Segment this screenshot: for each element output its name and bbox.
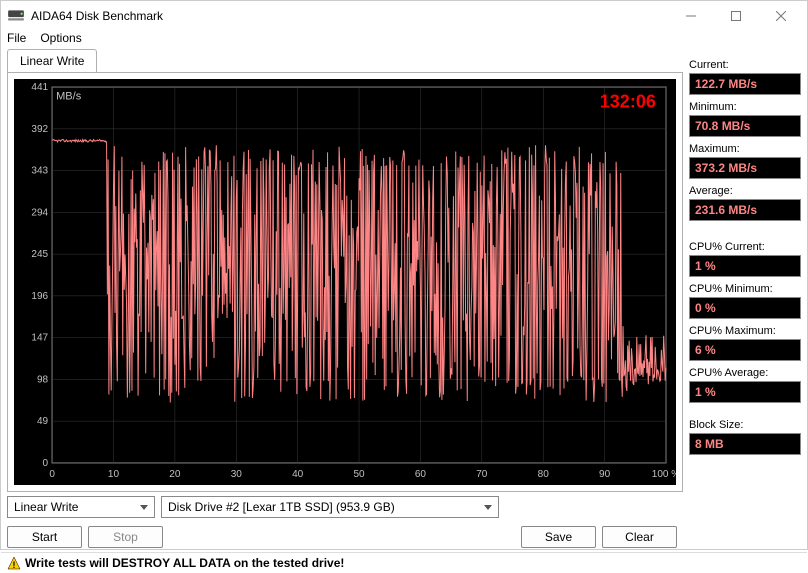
svg-text:0: 0 [49,469,55,480]
svg-text:100 %: 100 % [652,469,676,480]
svg-text:!: ! [13,560,16,570]
menubar: File Options [1,31,807,45]
block-size-value: 8 MB [689,433,801,455]
current-value: 122.7 MB/s [689,73,801,95]
cpu-maximum-label: CPU% Maximum: [689,325,801,337]
warning-bar: ! Write tests will DESTROY ALL DATA on t… [1,552,807,573]
app-icon [7,7,25,25]
maximum-value: 373.2 MB/s [689,157,801,179]
save-button[interactable]: Save [521,526,596,548]
svg-text:392: 392 [31,124,48,135]
svg-text:49: 49 [37,416,49,427]
svg-text:294: 294 [31,207,48,218]
svg-text:70: 70 [476,469,488,480]
minimum-label: Minimum: [689,101,801,113]
window-title: AIDA64 Disk Benchmark [31,9,668,23]
svg-text:10: 10 [108,469,120,480]
svg-text:343: 343 [31,166,48,177]
benchmark-chart: 0 49 98 147 196 245 294 343 392 441 0 10 20 30 40 50 60 7… [14,79,676,485]
minimum-value: 70.8 MB/s [689,115,801,137]
block-size-label: Block Size: [689,419,801,431]
svg-text:60: 60 [415,469,427,480]
controls-row-buttons: Start Stop Save Clear [1,522,807,552]
svg-text:40: 40 [292,469,304,480]
clear-button[interactable]: Clear [602,526,677,548]
start-button[interactable]: Start [7,526,82,548]
average-label: Average: [689,185,801,197]
tab-row: Linear Write [7,49,683,73]
cpu-minimum-value: 0 % [689,297,801,319]
current-label: Current: [689,59,801,71]
test-type-select[interactable]: Linear Write [7,496,155,518]
stats-panel: Current: 122.7 MB/s Minimum: 70.8 MB/s M… [689,49,801,492]
svg-text:196: 196 [31,291,48,302]
drive-select[interactable]: Disk Drive #2 [Lexar 1TB SSD] (953.9 GB) [161,496,499,518]
svg-text:98: 98 [37,374,49,385]
svg-text:20: 20 [169,469,181,480]
left-pane: Linear Write 049981471962452943433924410… [7,49,683,492]
svg-text:MB/s: MB/s [56,90,82,102]
svg-text:147: 147 [31,333,48,344]
menu-file[interactable]: File [7,31,26,45]
cpu-minimum-label: CPU% Minimum: [689,283,801,295]
svg-text:132:06: 132:06 [600,91,656,111]
close-button[interactable] [758,1,803,31]
titlebar: AIDA64 Disk Benchmark [1,1,807,31]
svg-text:50: 50 [353,469,365,480]
cpu-average-label: CPU% Average: [689,367,801,379]
svg-text:0: 0 [43,458,49,469]
tab-linear-write[interactable]: Linear Write [7,49,97,72]
warning-icon: ! [7,556,21,570]
svg-text:245: 245 [31,249,48,260]
maximum-label: Maximum: [689,143,801,155]
minimize-button[interactable] [668,1,713,31]
maximize-button[interactable] [713,1,758,31]
cpu-maximum-value: 6 % [689,339,801,361]
content-area: Linear Write 049981471962452943433924410… [1,45,807,492]
menu-options[interactable]: Options [40,31,81,45]
svg-text:90: 90 [599,469,611,480]
cpu-current-label: CPU% Current: [689,241,801,253]
svg-text:80: 80 [538,469,550,480]
cpu-current-value: 1 % [689,255,801,277]
stop-button[interactable]: Stop [88,526,163,548]
svg-text:30: 30 [231,469,243,480]
controls-row-selects: Linear Write Disk Drive #2 [Lexar 1TB SS… [1,492,807,522]
warning-text: Write tests will DESTROY ALL DATA on the… [25,556,344,570]
chart-container: 0 49 98 147 196 245 294 343 392 441 0 10 20 30 40 50 60 7… [7,73,683,492]
cpu-average-value: 1 % [689,381,801,403]
svg-text:441: 441 [31,82,48,93]
average-value: 231.6 MB/s [689,199,801,221]
